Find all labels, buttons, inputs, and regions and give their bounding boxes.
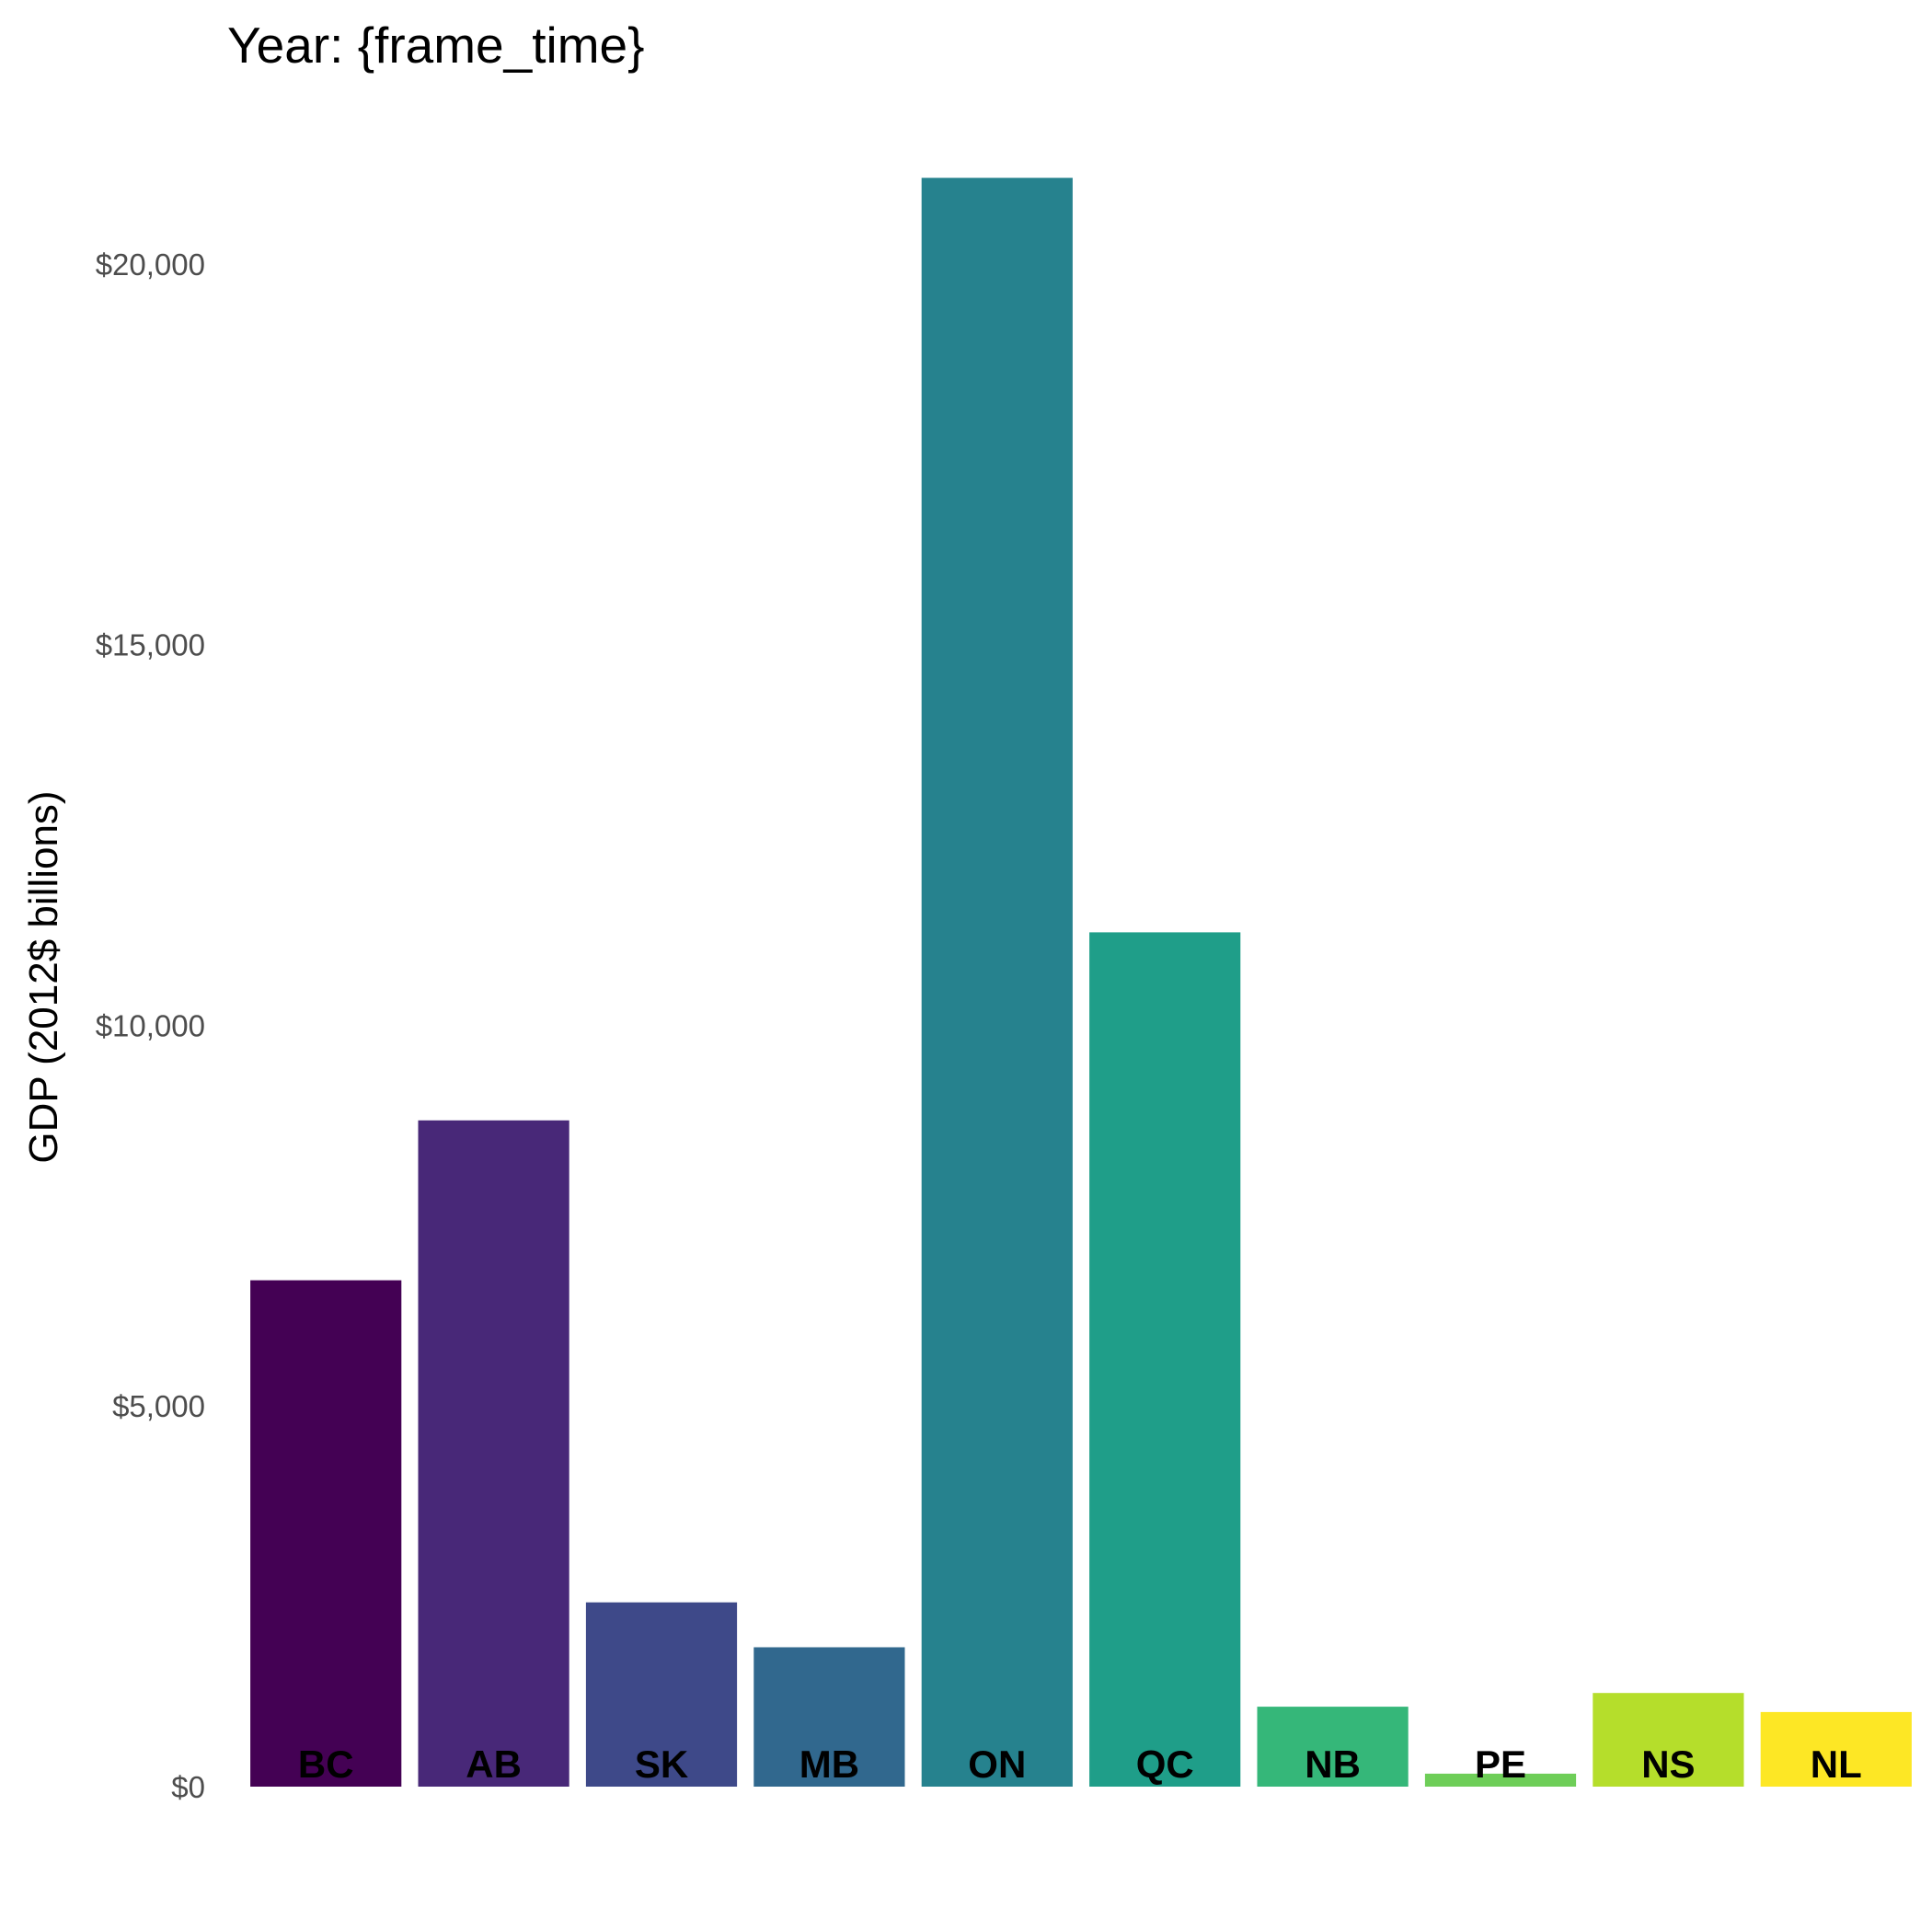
bar-ab xyxy=(418,1120,569,1787)
bar-label-nb: NB xyxy=(1305,1742,1361,1786)
bar-sk xyxy=(585,1602,738,1787)
bar-ns xyxy=(1593,1693,1744,1787)
bar-label-pe: PE xyxy=(1475,1742,1526,1786)
bar-label-nl: NL xyxy=(1811,1742,1862,1786)
bar-mb xyxy=(753,1647,905,1787)
bar-pe xyxy=(1424,1773,1577,1787)
y-tick-label: $15,000 xyxy=(96,628,205,662)
bar-nl xyxy=(1760,1711,1912,1787)
bar-qc xyxy=(1089,932,1241,1787)
y-axis-label: GDP (2012$ billions) xyxy=(21,790,66,1163)
bar-label-bc: BC xyxy=(298,1742,354,1786)
bar-on xyxy=(921,178,1073,1787)
y-tick-label: $10,000 xyxy=(96,1008,205,1042)
bar-label-ab: AB xyxy=(466,1742,522,1786)
bar-bc xyxy=(250,1280,402,1787)
y-tick-label: $0 xyxy=(171,1770,205,1804)
bar-label-qc: QC xyxy=(1136,1742,1194,1786)
bar-nb xyxy=(1257,1707,1409,1787)
bars xyxy=(250,178,1912,1787)
chart-title: Year: {frame_time} xyxy=(227,17,645,74)
bar-label-sk: SK xyxy=(635,1742,688,1786)
bar-label-ns: NS xyxy=(1641,1742,1695,1786)
bar-label-mb: MB xyxy=(799,1742,859,1786)
y-axis-ticks: $0 $5,000 $10,000 $15,000 $20,000 xyxy=(96,247,205,1804)
bar-labels: BC AB SK MB ON QC NB PE NS NL xyxy=(298,1742,1862,1786)
y-tick-label: $5,000 xyxy=(112,1389,205,1423)
y-tick-label: $20,000 xyxy=(96,247,205,282)
bar-label-on: ON xyxy=(968,1742,1026,1786)
